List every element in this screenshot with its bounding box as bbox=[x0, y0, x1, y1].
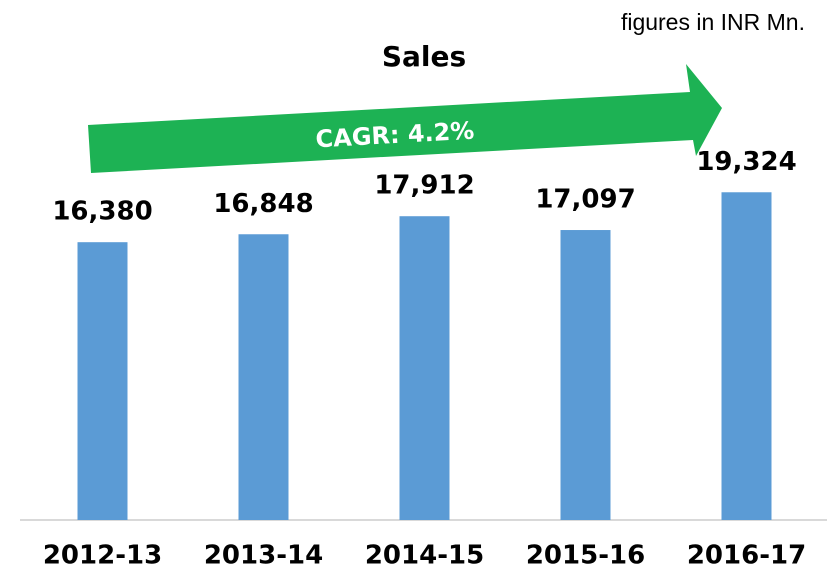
bar bbox=[560, 230, 611, 520]
value-label: 19,324 bbox=[696, 147, 796, 177]
value-label: 17,912 bbox=[374, 171, 474, 201]
x-tick-label: 2012-13 bbox=[43, 541, 162, 571]
x-tick-label: 2016-17 bbox=[687, 541, 806, 571]
value-label: 17,097 bbox=[535, 185, 635, 215]
cagr-arrow bbox=[88, 64, 722, 173]
x-tick-label: 2014-15 bbox=[365, 541, 484, 571]
bar bbox=[399, 216, 450, 521]
value-label: 16,848 bbox=[213, 189, 313, 219]
x-tick-label: 2015-16 bbox=[526, 541, 645, 571]
bar bbox=[77, 242, 128, 521]
units-note: figures in INR Mn. bbox=[621, 9, 805, 35]
bar bbox=[721, 192, 772, 520]
x-tick-label: 2013-14 bbox=[204, 541, 323, 571]
bar bbox=[238, 234, 289, 520]
chart-title: Sales bbox=[382, 40, 466, 73]
value-label: 16,380 bbox=[52, 197, 152, 227]
